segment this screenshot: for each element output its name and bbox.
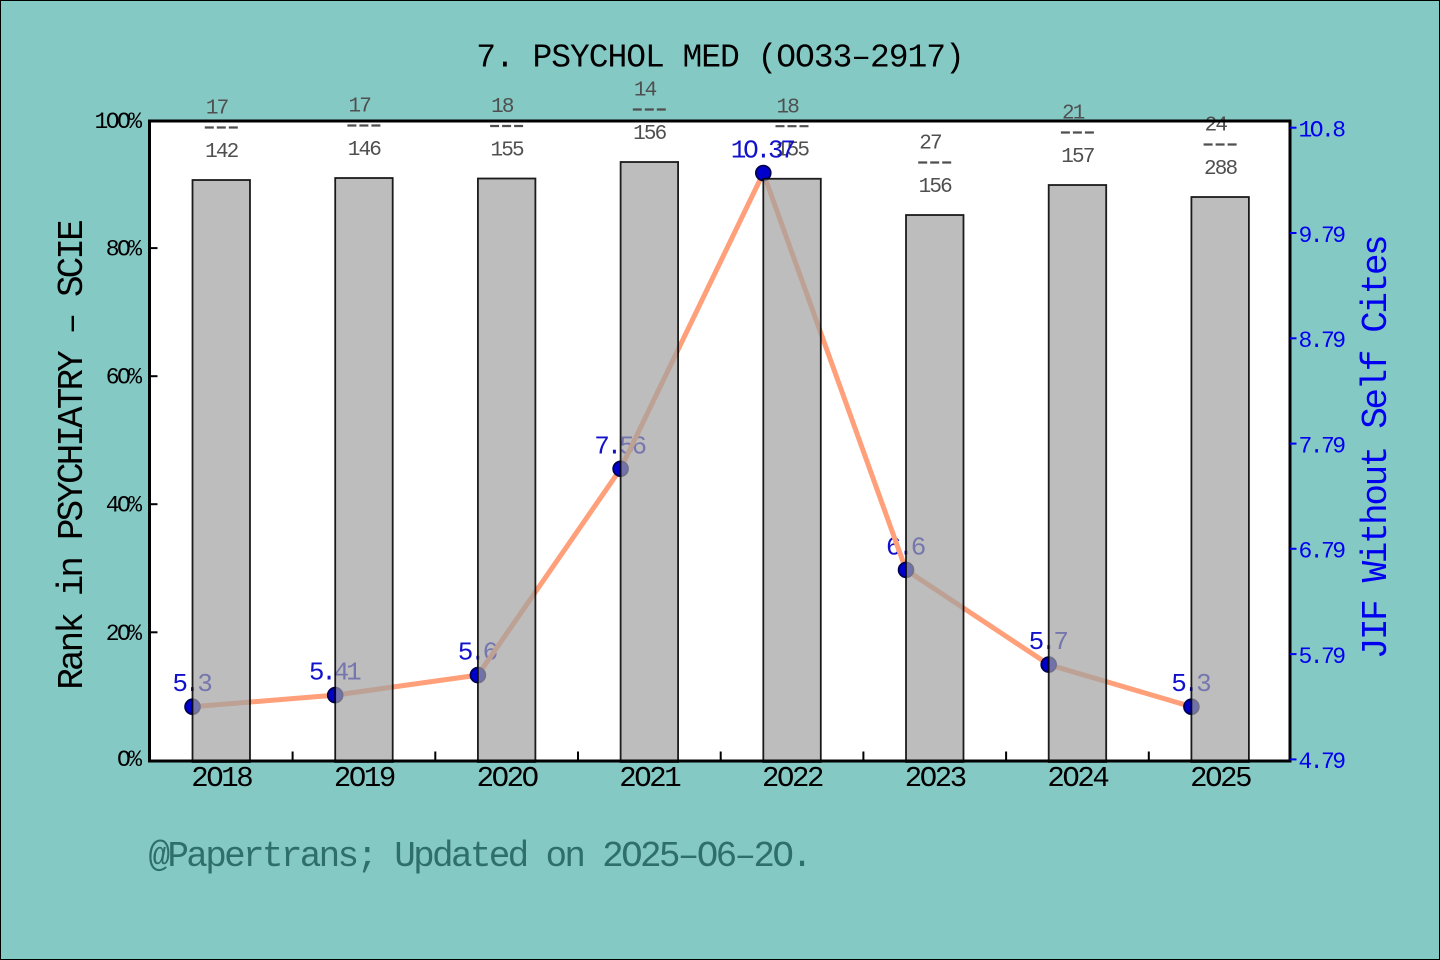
svg-text:2O2O: 2O2O [477, 762, 538, 795]
svg-text:JIF Without Self Cites: JIF Without Self Cites [1356, 237, 1397, 659]
svg-text:2O21: 2O21 [619, 762, 680, 795]
svg-text:7. PSYCHOL MED (OO33–2917): 7. PSYCHOL MED (OO33–2917) [476, 40, 964, 77]
svg-text:2O23: 2O23 [905, 762, 966, 795]
svg-text:24: 24 [1205, 115, 1228, 138]
svg-text:155: 155 [776, 140, 810, 163]
svg-text:5.79: 5.79 [1299, 644, 1346, 670]
svg-text:4O%: 4O% [106, 493, 143, 519]
svg-text:18: 18 [491, 96, 514, 119]
svg-text:17: 17 [206, 98, 228, 121]
svg-text:8.79: 8.79 [1299, 328, 1346, 354]
svg-text:146: 146 [348, 139, 382, 162]
svg-text:142: 142 [205, 141, 239, 164]
svg-text:288: 288 [1204, 158, 1238, 181]
svg-text:18: 18 [777, 97, 800, 120]
svg-text:7.79: 7.79 [1299, 433, 1346, 459]
svg-text:1O.8: 1O.8 [1299, 118, 1346, 144]
svg-text:1O.37: 1O.37 [731, 136, 795, 166]
svg-text:2O24: 2O24 [1047, 762, 1108, 795]
svg-text:4.79: 4.79 [1299, 749, 1346, 775]
svg-text:@Papertrans; Updated on 2O25–O: @Papertrans; Updated on 2O25–O6–2O. [149, 836, 811, 877]
svg-text:2O19: 2O19 [334, 762, 395, 795]
svg-text:17: 17 [348, 96, 370, 119]
svg-text:27: 27 [919, 133, 941, 156]
svg-text:O%: O% [117, 747, 142, 773]
svg-text:6.79: 6.79 [1299, 539, 1346, 565]
svg-text:155: 155 [490, 139, 524, 162]
svg-text:2O22: 2O22 [762, 762, 823, 795]
svg-text:2O%: 2O% [106, 621, 143, 647]
svg-text:14: 14 [634, 80, 657, 103]
svg-text:6O%: 6O% [106, 365, 143, 391]
svg-text:Rank in PSYCHIATRY – SCIE: Rank in PSYCHIATRY – SCIE [52, 221, 93, 690]
svg-text:2O25: 2O25 [1190, 762, 1251, 795]
svg-text:156: 156 [633, 123, 667, 146]
svg-text:156: 156 [919, 176, 953, 199]
svg-text:8O%: 8O% [106, 237, 143, 263]
svg-text:2O18: 2O18 [191, 762, 252, 795]
svg-text:157: 157 [1061, 146, 1094, 169]
svg-text:9.79: 9.79 [1299, 223, 1346, 249]
svg-text:1OO%: 1OO% [94, 109, 142, 135]
